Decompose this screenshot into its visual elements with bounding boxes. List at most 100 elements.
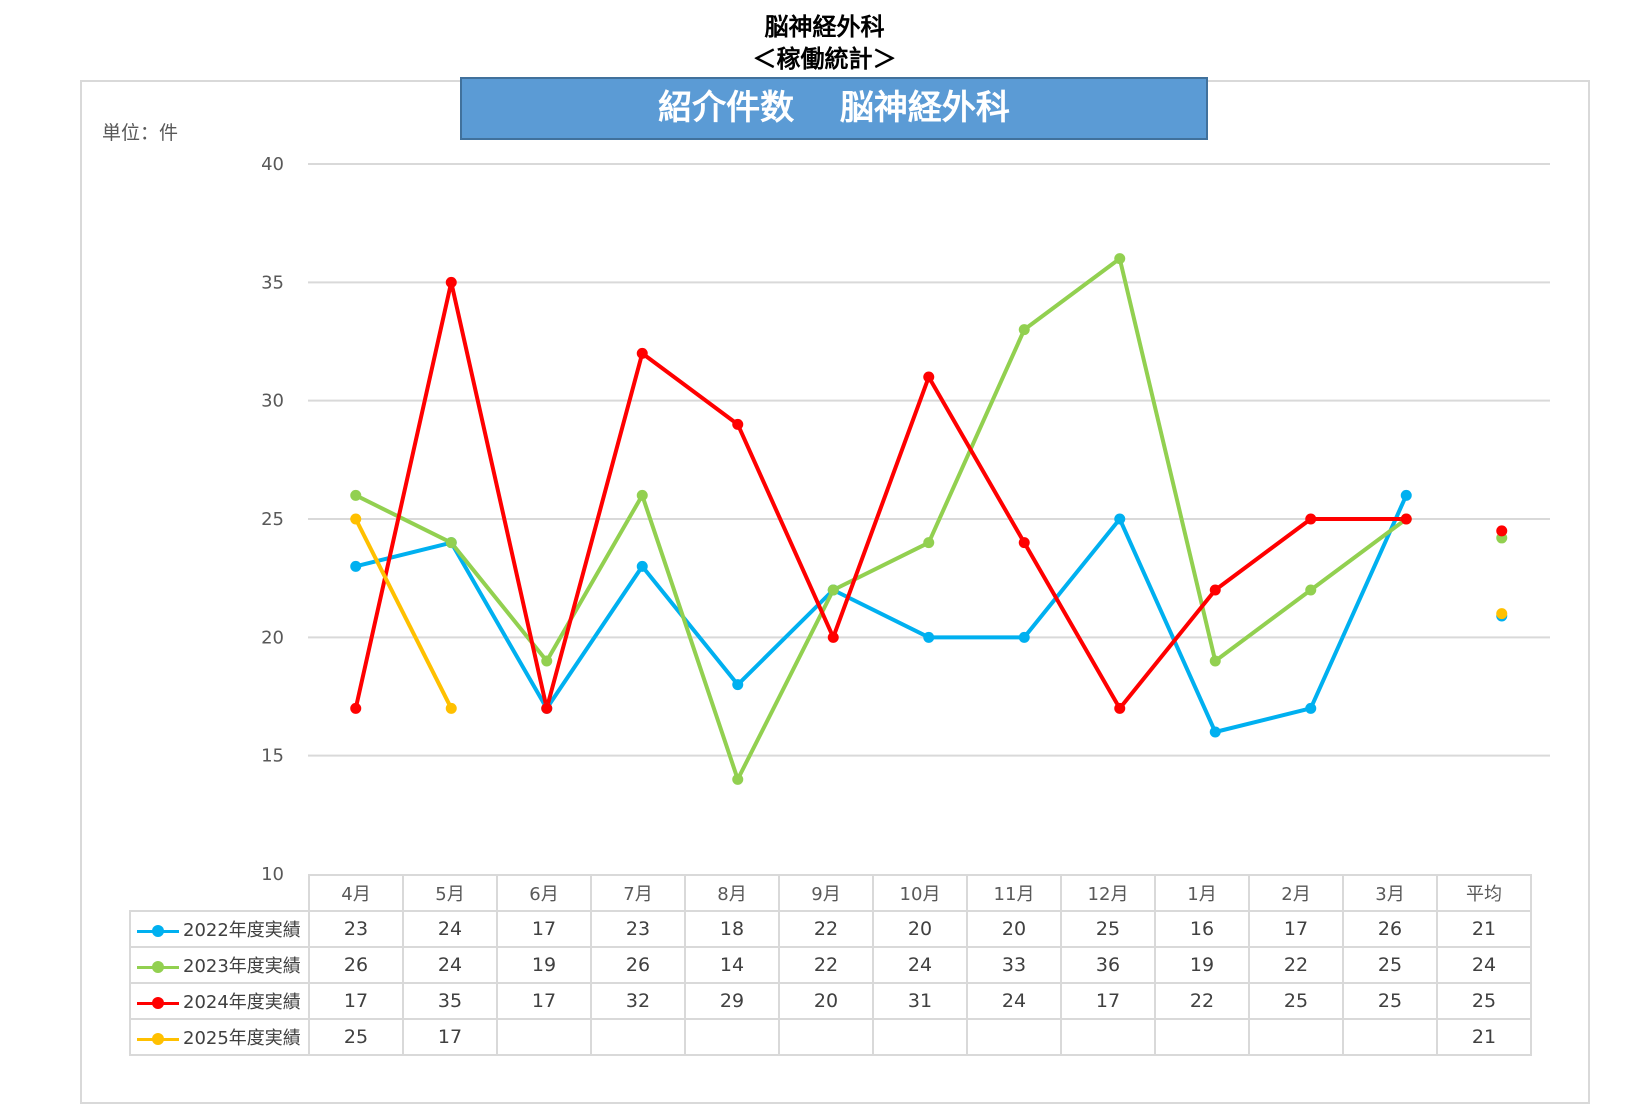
series-label: 2024年度実績: [129, 982, 310, 1020]
table-cell: 25: [1060, 910, 1156, 948]
table-cell: 20: [966, 910, 1062, 948]
category-label: 5月: [402, 874, 498, 912]
data-point-s3-12: [1400, 513, 1412, 525]
y-tick-label-40: 40: [261, 154, 284, 175]
y-tick-label-25: 25: [261, 509, 284, 530]
table-cell: 24: [966, 982, 1062, 1020]
table-row: 2024年度実績 17 35 17 32 29 20 31 24 17 22 25 25 25: [129, 982, 1532, 1020]
table-body: 2022年度実績 23 24 17 23 18 22 20 20 25 16 17 26 21 2023年度…: [129, 910, 1532, 1056]
data-point-s4-1: [350, 513, 362, 525]
table-cell: 31: [872, 982, 968, 1020]
average-header: 平均: [1436, 874, 1532, 912]
data-point-s3-2: [445, 276, 457, 288]
unit-label: 単位：件: [102, 122, 179, 144]
data-point-s1-1: [350, 560, 362, 572]
data-point-s1-9: [1114, 513, 1126, 525]
data-point-s2-1: [350, 489, 362, 501]
table-cell: 19: [496, 946, 592, 984]
table-header-row: 4月 5月 6月 7月 8月 9月 10月 11月 12月 1月 2月 3月 平均: [130, 874, 1532, 912]
data-point-s2-10: [1209, 655, 1221, 667]
series-name: 2022年度実績: [183, 920, 301, 941]
table-row: 2023年度実績 26 24 19 26 14 22 24 33 36 19 22 25 24: [129, 946, 1532, 984]
series-line-3-1: [353, 280, 1407, 711]
table-cell: 24: [872, 946, 968, 984]
data-point-s2-8: [1018, 324, 1030, 336]
table-cell: 25: [1342, 946, 1438, 984]
category-label: 4月: [308, 874, 404, 912]
average-point-s4: [1496, 608, 1508, 620]
gridlines: [308, 163, 1550, 757]
table-cell: 17: [402, 1018, 498, 1056]
table-cell: 22: [778, 910, 874, 948]
series-label: 2025年度実績: [129, 1018, 310, 1056]
data-point-s3-4: [636, 347, 648, 359]
series-lines: [353, 256, 1409, 782]
table-cell: 17: [1060, 982, 1156, 1020]
data-point-s1-7: [923, 631, 935, 643]
category-label: 6月: [496, 874, 592, 912]
chart-title: 紹介件数 脳神経外科: [460, 77, 1208, 140]
table-cell: 25: [308, 1018, 404, 1056]
data-point-s1-8: [1018, 631, 1030, 643]
data-point-s1-4: [636, 560, 648, 572]
table-cell: [1060, 1018, 1156, 1056]
table-cell: 25: [1342, 982, 1438, 1020]
category-label: 1月: [1154, 874, 1250, 912]
table-cell: [684, 1018, 780, 1056]
data-point-s4-2: [445, 702, 457, 714]
table-cell: [1154, 1018, 1250, 1056]
table-cell: 20: [778, 982, 874, 1020]
category-label: 8月: [684, 874, 780, 912]
table-cell: 20: [872, 910, 968, 948]
table-cell: 24: [402, 946, 498, 984]
data-point-s1-12: [1400, 489, 1412, 501]
table-cell: 23: [308, 910, 404, 948]
average-cell: 21: [1436, 1018, 1532, 1056]
data-point-s3-6: [827, 631, 839, 643]
y-tick-label-20: 20: [261, 627, 284, 648]
table-cell: 16: [1154, 910, 1250, 948]
table-row: 2025年度実績 25 17 21: [129, 1018, 1532, 1056]
table-cell: 18: [684, 910, 780, 948]
table-cell: 14: [684, 946, 780, 984]
table-cell: [872, 1018, 968, 1056]
data-point-s3-10: [1209, 584, 1221, 596]
category-label: 7月: [590, 874, 686, 912]
legend-key-icon: [137, 961, 179, 973]
data-point-s2-7: [923, 537, 935, 549]
y-tick-label-30: 30: [261, 391, 284, 412]
table-cell: [496, 1018, 592, 1056]
average-cell: 21: [1436, 910, 1532, 948]
category-label: 2月: [1248, 874, 1344, 912]
table-cell: 33: [966, 946, 1062, 984]
table-cell: 22: [778, 946, 874, 984]
table-cell: 22: [1154, 982, 1250, 1020]
average-cell: 25: [1436, 982, 1532, 1020]
table-cell: 17: [308, 982, 404, 1020]
table-cell: 26: [590, 946, 686, 984]
table-cell: 17: [496, 982, 592, 1020]
table-cell: [1342, 1018, 1438, 1056]
table-cell: 29: [684, 982, 780, 1020]
data-point-s3-7: [923, 371, 935, 383]
data-point-s2-5: [732, 773, 744, 785]
series-name: 2025年度実績: [183, 1028, 301, 1049]
data-point-s2-4: [636, 489, 648, 501]
data-point-s2-3: [541, 655, 553, 667]
data-table: 4月 5月 6月 7月 8月 9月 10月 11月 12月 1月 2月 3月 平均 2022年度実績 23…: [129, 874, 1532, 1056]
table-cell: [778, 1018, 874, 1056]
category-label: 9月: [778, 874, 874, 912]
page-subtitle: ＜稼働統計＞: [752, 45, 897, 73]
average-cell: 24: [1436, 946, 1532, 984]
data-point-s3-11: [1305, 513, 1317, 525]
series-name: 2023年度実績: [183, 956, 301, 977]
data-point-s1-11: [1305, 702, 1317, 714]
table-row: 2022年度実績 23 24 17 23 18 22 20 20 25 16 17 26 21: [129, 910, 1532, 948]
data-point-s3-1: [350, 702, 362, 714]
series-line-1-1: [355, 494, 1409, 734]
data-point-s2-11: [1305, 584, 1317, 596]
category-label: 12月: [1060, 874, 1156, 912]
y-tick-label-35: 35: [261, 272, 284, 293]
